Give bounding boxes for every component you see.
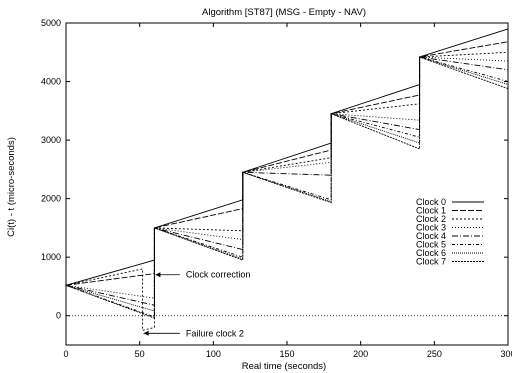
legend-label: Clock 3	[416, 223, 446, 233]
series-line-clock-7	[65, 56, 509, 319]
x-tick-label: 0	[63, 349, 68, 359]
x-axis-label: Real time (seconds)	[242, 361, 326, 372]
annotation-arrowhead	[155, 272, 161, 278]
annotation-label: Clock correction	[186, 270, 251, 280]
legend-label: Clock 7	[416, 257, 446, 267]
chart-title: Algorithm [ST87] (MSG - Empty - NAV)	[202, 7, 366, 18]
x-tick-label: 50	[135, 349, 145, 359]
plot-frame	[65, 22, 509, 346]
x-tick-label: 200	[353, 349, 368, 359]
x-tick-label: 250	[427, 349, 442, 359]
y-tick-label: 3000	[41, 135, 61, 145]
legend-label: Clock 2	[416, 214, 446, 224]
annotation-label: Failure clock 2	[186, 328, 244, 338]
y-tick-label: 4000	[41, 77, 61, 87]
legend-label: Clock 0	[416, 197, 446, 207]
x-tick-label: 150	[279, 349, 294, 359]
annotation-arrowhead	[143, 330, 149, 336]
legend-label: Clock 5	[416, 240, 446, 250]
y-tick-label: 1000	[41, 252, 61, 262]
legend-label: Clock 6	[416, 248, 446, 258]
series-line-clock-6	[65, 56, 509, 312]
legend-label: Clock 4	[416, 231, 446, 241]
x-tick-label: 300	[500, 349, 512, 359]
y-tick-label: 0	[56, 311, 61, 321]
y-tick-label: 5000	[41, 18, 61, 28]
series-line-clock-4	[65, 56, 509, 306]
y-axis-label: Ci(t) - t (micro-seconds)	[6, 137, 17, 237]
x-tick-label: 100	[206, 349, 221, 359]
y-tick-label: 2000	[41, 194, 61, 204]
legend-label: Clock 1	[416, 206, 446, 216]
series-line-clock-2	[65, 51, 509, 331]
